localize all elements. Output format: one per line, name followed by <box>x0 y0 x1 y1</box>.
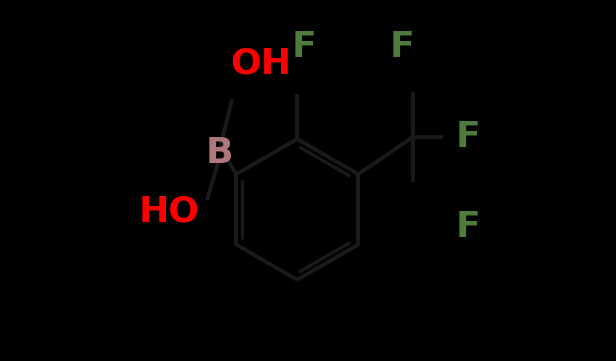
Text: B: B <box>206 136 233 170</box>
Text: F: F <box>456 120 480 154</box>
Text: F: F <box>292 30 317 64</box>
Text: OH: OH <box>230 46 291 80</box>
Text: F: F <box>456 210 480 244</box>
Text: F: F <box>389 30 414 64</box>
Text: HO: HO <box>139 194 200 228</box>
